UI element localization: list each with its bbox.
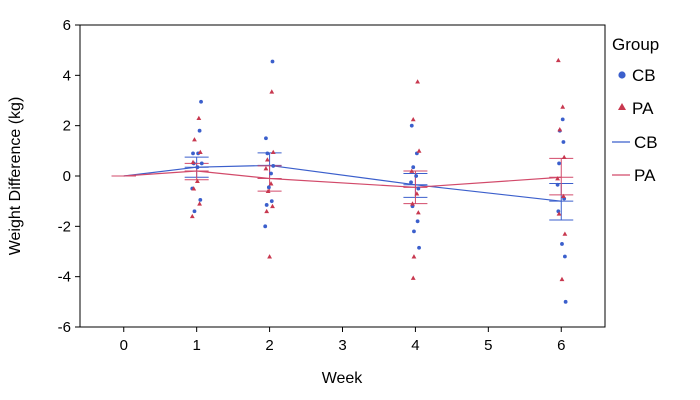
point-cb bbox=[191, 151, 195, 156]
y-tick-label: 4 bbox=[63, 67, 71, 84]
legend-title: Group bbox=[612, 35, 659, 54]
point-cb bbox=[199, 99, 203, 104]
point-pa bbox=[562, 231, 568, 236]
point-cb bbox=[562, 254, 567, 259]
legend-label-cb-marker: CB bbox=[632, 66, 656, 85]
point-pa bbox=[410, 275, 416, 280]
point-pa bbox=[196, 115, 202, 121]
x-tick-label: 6 bbox=[557, 337, 565, 354]
y-tick-label: -4 bbox=[58, 269, 71, 286]
x-tick-label: 4 bbox=[411, 337, 419, 354]
point-cb bbox=[199, 161, 204, 166]
point-cb bbox=[264, 136, 268, 141]
point-cb bbox=[197, 128, 202, 133]
point-pa bbox=[264, 208, 270, 214]
point-pa bbox=[263, 166, 269, 171]
point-pa bbox=[415, 210, 421, 215]
axes: 0 1 2 3 4 5 6 -6 -4 -2 0 2 4 6 bbox=[58, 17, 566, 354]
point-pa bbox=[197, 149, 203, 155]
y-tick-label: -6 bbox=[58, 319, 71, 336]
legend-label-cb-line: CB bbox=[634, 133, 658, 152]
legend-label-pa-line: PA bbox=[634, 166, 656, 185]
point-cb bbox=[270, 59, 275, 64]
point-cb bbox=[264, 203, 269, 207]
point-pa bbox=[265, 188, 271, 194]
point-cb bbox=[265, 151, 270, 156]
point-pa bbox=[555, 57, 561, 63]
y-tick-label: -2 bbox=[58, 218, 71, 235]
error-bars bbox=[111, 152, 574, 221]
point-pa bbox=[561, 193, 566, 199]
point-pa bbox=[557, 127, 563, 132]
x-tick-label: 3 bbox=[338, 337, 346, 354]
point-pa bbox=[192, 137, 197, 142]
point-pa bbox=[268, 181, 274, 186]
point-cb bbox=[266, 185, 271, 190]
point-cb bbox=[412, 229, 416, 234]
data-points bbox=[189, 57, 568, 304]
point-pa bbox=[197, 201, 202, 206]
point-pa bbox=[267, 254, 272, 259]
point-cb bbox=[409, 123, 414, 128]
point-cb bbox=[192, 209, 197, 214]
point-pa bbox=[409, 168, 415, 173]
mean-line-pa bbox=[123, 170, 562, 188]
point-pa bbox=[555, 176, 561, 181]
point-cb bbox=[411, 165, 416, 170]
point-cb bbox=[561, 140, 566, 144]
point-cb bbox=[269, 171, 273, 176]
x-axis-title: Week bbox=[322, 370, 364, 387]
point-pa bbox=[410, 201, 415, 206]
x-tick-label: 5 bbox=[484, 337, 492, 354]
legend-marker-cb bbox=[618, 71, 626, 79]
point-cb bbox=[263, 224, 268, 229]
y-tick-label: 2 bbox=[63, 118, 71, 135]
point-cb bbox=[563, 299, 568, 304]
point-cb bbox=[195, 165, 200, 170]
point-pa bbox=[194, 178, 200, 183]
legend: Group CB PA CB PA bbox=[612, 35, 659, 185]
point-cb bbox=[409, 180, 413, 185]
point-cb bbox=[198, 198, 203, 202]
point-cb bbox=[271, 164, 276, 168]
legend-marker-pa bbox=[618, 103, 626, 110]
point-pa bbox=[270, 149, 276, 155]
y-axis-title: Weight Difference (kg) bbox=[7, 97, 24, 256]
point-pa bbox=[556, 211, 562, 216]
point-pa bbox=[561, 154, 567, 160]
x-tick-label: 1 bbox=[192, 337, 200, 354]
point-pa bbox=[264, 157, 270, 162]
point-pa bbox=[411, 254, 417, 259]
point-pa bbox=[270, 203, 275, 209]
point-cb bbox=[417, 245, 421, 250]
point-cb bbox=[560, 242, 564, 246]
point-pa bbox=[410, 116, 416, 122]
point-cb bbox=[269, 199, 274, 204]
error-bar-pa bbox=[549, 157, 574, 196]
point-cb bbox=[557, 161, 561, 166]
point-pa bbox=[269, 89, 275, 94]
point-cb bbox=[416, 186, 421, 191]
point-cb bbox=[560, 117, 565, 122]
point-pa bbox=[414, 191, 420, 196]
point-pa bbox=[415, 79, 421, 84]
x-tick-label: 0 bbox=[120, 337, 128, 354]
point-pa bbox=[190, 159, 196, 165]
x-tick-label: 2 bbox=[265, 337, 273, 354]
plot-frame bbox=[79, 24, 606, 328]
y-tick-label: 6 bbox=[63, 17, 71, 34]
point-pa bbox=[559, 276, 565, 282]
point-pa bbox=[189, 213, 195, 219]
point-cb bbox=[555, 182, 560, 187]
point-cb bbox=[414, 174, 419, 178]
point-pa bbox=[560, 104, 566, 109]
y-tick-label: 0 bbox=[63, 168, 71, 185]
point-cb bbox=[415, 219, 420, 224]
point-pa bbox=[191, 186, 197, 191]
point-pa bbox=[416, 148, 422, 153]
legend-label-pa-marker: PA bbox=[632, 99, 654, 118]
